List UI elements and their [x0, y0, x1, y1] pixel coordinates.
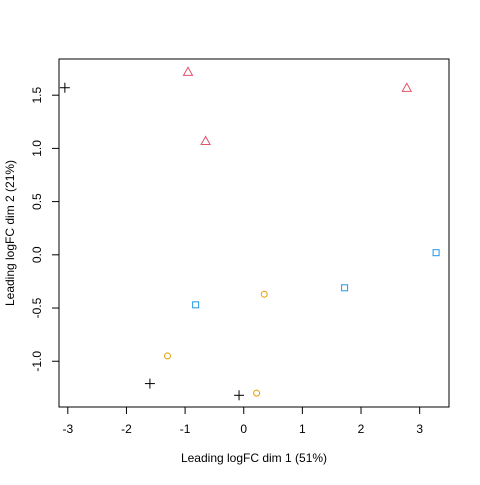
- x-tick-label: 2: [358, 422, 365, 436]
- point-triangle: [401, 82, 413, 92]
- x-tick-label: 0: [240, 422, 247, 436]
- y-tick-label: -0.5: [30, 297, 44, 318]
- point-triangle: [182, 66, 194, 76]
- y-tick-label: 0.5: [30, 193, 44, 210]
- plot-frame: [58, 58, 450, 408]
- point-square: [432, 249, 440, 257]
- point-plus: [144, 378, 155, 389]
- point-circle: [253, 389, 261, 397]
- point-square: [192, 301, 200, 309]
- point-plus: [59, 82, 70, 93]
- y-axis: -1.0 -0.5 0.0 0.5 1.0 1.5: [30, 87, 60, 372]
- x-tick-label: -3: [62, 422, 73, 436]
- point-square: [341, 284, 349, 292]
- x-axis: -3 -2 -1 0 1 2 3: [62, 406, 423, 436]
- point-circle: [260, 290, 268, 298]
- y-tick-label: 0.0: [30, 246, 44, 263]
- x-tick-label: 1: [299, 422, 306, 436]
- y-axis-title: Leading logFC dim 2 (21%): [3, 160, 17, 306]
- point-triangle: [200, 135, 211, 146]
- point-plus: [234, 390, 245, 401]
- y-tick-label: -1.0: [30, 351, 44, 372]
- x-tick-label: -2: [121, 422, 132, 436]
- y-tick-label: 1.5: [30, 87, 44, 104]
- x-tick-label: 3: [416, 422, 423, 436]
- data-points: [59, 66, 440, 401]
- x-tick-label: -1: [180, 422, 191, 436]
- y-tick-label: 1.0: [30, 140, 44, 157]
- point-circle: [163, 352, 171, 360]
- x-axis-title: Leading logFC dim 1 (51%): [181, 451, 327, 465]
